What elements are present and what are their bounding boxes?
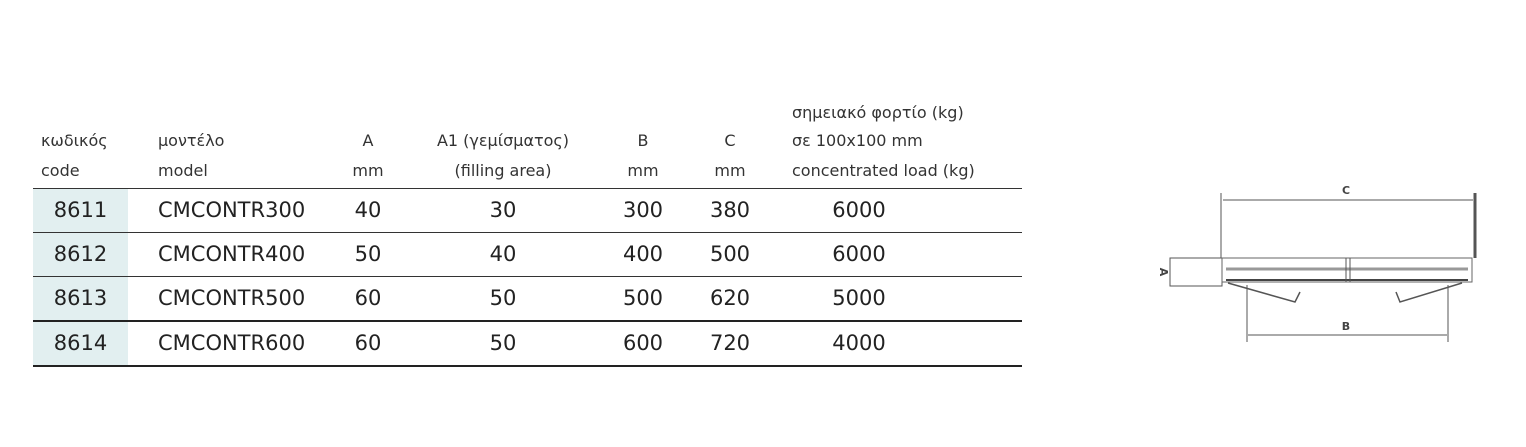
c-value: 720 xyxy=(709,331,751,355)
header-b-unit: mm xyxy=(627,161,659,180)
model: CMCONTR500 xyxy=(158,286,306,310)
code: 8614 xyxy=(33,322,128,365)
table-row: 8613 CMCONTR500 60 50 500 620 5000 xyxy=(33,277,1022,322)
label-b: B xyxy=(1342,320,1350,333)
header-c-unit: mm xyxy=(714,161,746,180)
model: CMCONTR600 xyxy=(158,331,306,355)
a-box xyxy=(1169,257,1223,287)
c-value: 620 xyxy=(709,286,751,310)
a1-value: 50 xyxy=(489,286,517,310)
header-a-unit: mm xyxy=(352,161,384,180)
a1-value: 50 xyxy=(489,331,517,355)
c-value: 500 xyxy=(709,242,751,266)
model: CMCONTR300 xyxy=(158,198,306,222)
table-row: 8612 CMCONTR400 50 40 400 500 6000 xyxy=(33,233,1022,277)
table-row: 8611 CMCONTR300 40 30 300 380 6000 xyxy=(33,189,1022,233)
load-value: 6000 xyxy=(832,242,886,266)
label-c: C xyxy=(1342,184,1350,197)
header-model-gr: μοντέλο xyxy=(158,131,225,150)
code: 8613 xyxy=(33,277,128,320)
header-b: B xyxy=(637,131,649,150)
load-value: 4000 xyxy=(832,331,886,355)
c-value: 380 xyxy=(709,198,751,222)
code: 8611 xyxy=(33,189,128,232)
a-value: 60 xyxy=(354,286,382,310)
b-value: 400 xyxy=(622,242,664,266)
header-code-gr: κωδικός xyxy=(41,131,108,150)
header-code-en: code xyxy=(41,161,80,180)
header-a: A xyxy=(362,131,374,150)
grating-body xyxy=(1221,257,1473,283)
a1-value: 30 xyxy=(489,198,517,222)
b-value: 500 xyxy=(622,286,664,310)
table-header: κωδικός code μοντέλο model A mm A1 (γεμί… xyxy=(33,100,1022,189)
a1-value: 40 xyxy=(489,242,517,266)
a-value: 60 xyxy=(354,331,382,355)
load-value: 5000 xyxy=(832,286,886,310)
a-value: 40 xyxy=(354,198,382,222)
b-value: 300 xyxy=(622,198,664,222)
header-a1-en: (filling area) xyxy=(454,161,552,180)
header-c: C xyxy=(724,131,736,150)
a-value: 50 xyxy=(354,242,382,266)
b-value: 600 xyxy=(622,331,664,355)
model: CMCONTR400 xyxy=(158,242,306,266)
product-table: κωδικός code μοντέλο model A mm A1 (γεμί… xyxy=(33,100,1022,367)
label-a: A xyxy=(1157,268,1170,277)
table-row: 8614 CMCONTR600 60 50 600 720 4000 xyxy=(33,322,1022,367)
code: 8612 xyxy=(33,233,128,276)
product-diagram: C A B xyxy=(1157,184,1477,342)
header-load-size: σε 100x100 mm xyxy=(792,131,923,150)
header-load-en: concentrated load (kg) xyxy=(792,161,975,180)
header-model-en: model xyxy=(158,161,208,180)
hooks xyxy=(1227,282,1463,303)
header-load-gr: σημειακό φορτίο (kg) xyxy=(792,103,964,122)
header-a1: A1 (γεμίσματος) xyxy=(436,131,570,150)
load-value: 6000 xyxy=(832,198,886,222)
